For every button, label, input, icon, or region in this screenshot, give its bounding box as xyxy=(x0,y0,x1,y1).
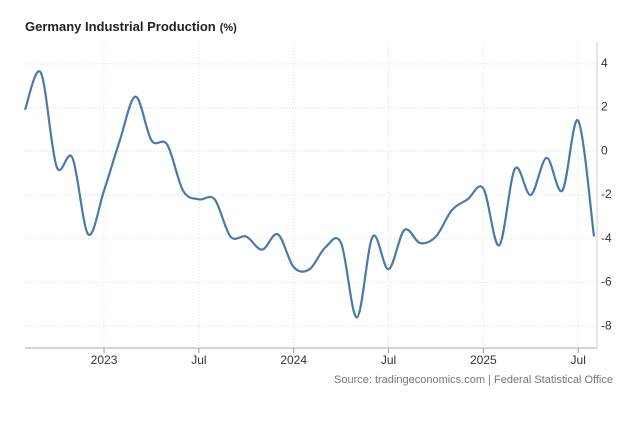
x-tick-label: 2025 xyxy=(470,353,497,367)
y-tick-label: 4 xyxy=(601,56,608,70)
line-series xyxy=(23,70,596,319)
x-tick-label: 2023 xyxy=(91,353,118,367)
x-tick-label: Jul xyxy=(571,353,586,367)
y-tick-label: -4 xyxy=(601,231,612,245)
x-tick-label: Jul xyxy=(381,353,396,367)
title: Germany Industrial Production xyxy=(25,19,216,34)
y-tick-label: 2 xyxy=(601,100,608,114)
y-tick-label: -6 xyxy=(601,275,612,289)
x-tick-label: Jul xyxy=(191,353,206,367)
x-tick-label: 2024 xyxy=(280,353,307,367)
y-tick-label: -2 xyxy=(601,187,612,201)
unit: (%) xyxy=(220,22,237,34)
y-tick-label: -8 xyxy=(601,318,612,332)
chart-title: Germany Industrial Production (%) xyxy=(25,19,237,34)
y-tick-label: 0 xyxy=(601,143,608,157)
source: Source: tradingeconomics.com | Federal S… xyxy=(334,374,613,386)
